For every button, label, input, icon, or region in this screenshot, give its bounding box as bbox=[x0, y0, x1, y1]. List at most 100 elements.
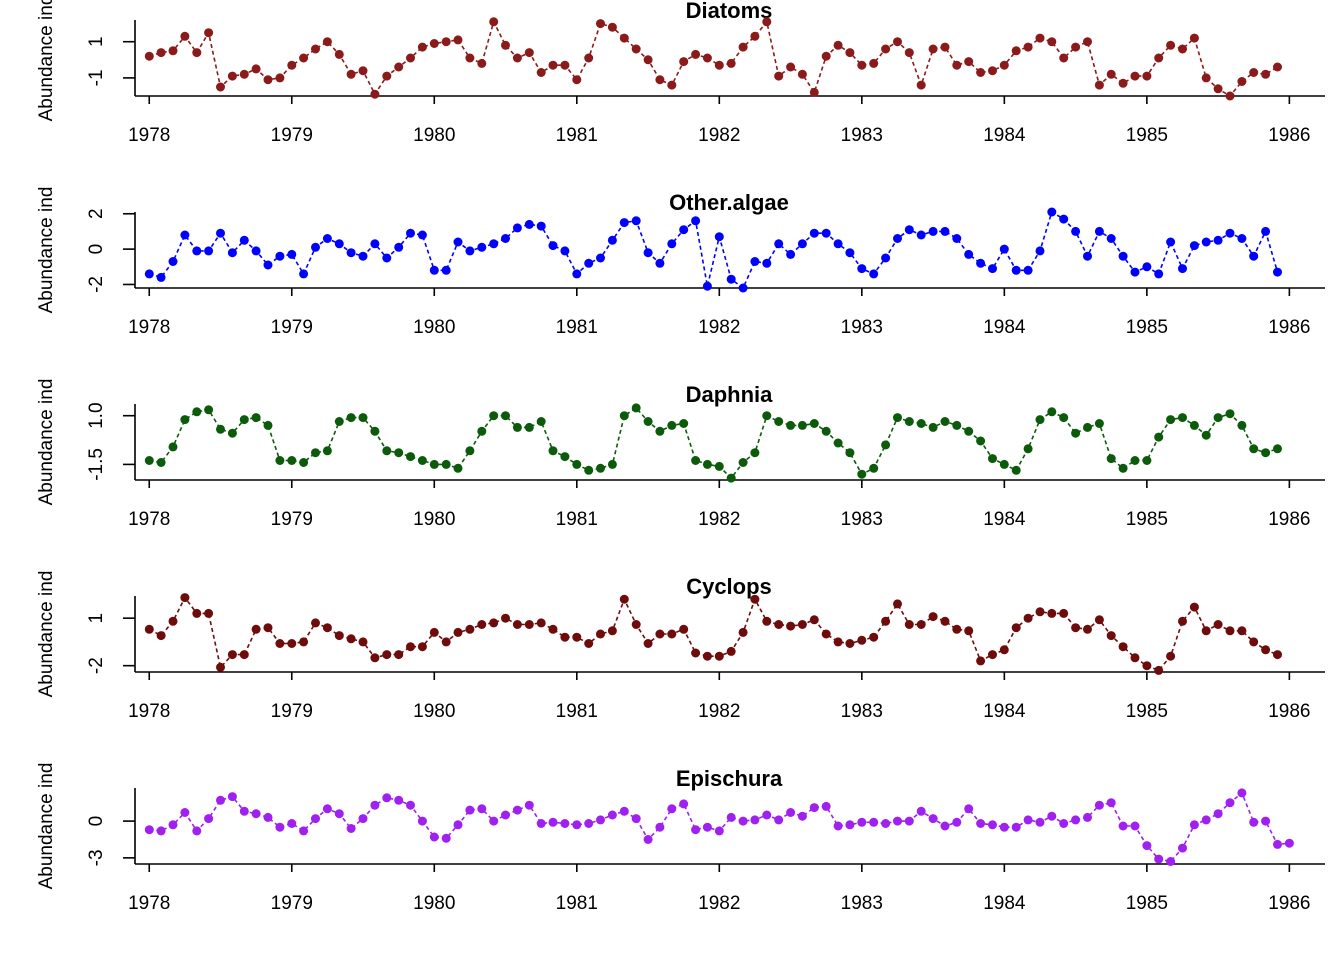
data-point-cyclops bbox=[1201, 626, 1211, 636]
data-point-cyclops bbox=[584, 639, 594, 648]
data-point-cyclops bbox=[952, 624, 962, 634]
data-point-diatoms bbox=[904, 48, 914, 58]
data-point-diatoms bbox=[797, 69, 807, 79]
data-point-daphnia bbox=[809, 419, 819, 428]
data-point-diatoms bbox=[1178, 44, 1187, 54]
data-point-other-algae bbox=[738, 283, 748, 293]
data-point-diatoms bbox=[881, 44, 891, 54]
data-point-daphnia bbox=[144, 456, 154, 465]
data-point-cyclops bbox=[334, 631, 344, 641]
data-point-daphnia bbox=[893, 413, 902, 423]
data-point-cyclops bbox=[750, 594, 760, 604]
data-point-epischura bbox=[904, 816, 914, 826]
data-point-daphnia bbox=[1213, 413, 1223, 423]
data-point-epischura bbox=[1035, 817, 1045, 827]
x-tick-label-cyclops: 1981 bbox=[556, 701, 598, 722]
data-point-daphnia bbox=[441, 459, 451, 469]
data-point-diatoms bbox=[1059, 53, 1069, 63]
data-point-diatoms bbox=[536, 68, 546, 77]
data-point-epischura bbox=[857, 817, 867, 827]
data-point-other-algae bbox=[477, 242, 487, 252]
data-point-cyclops bbox=[394, 650, 404, 660]
data-point-diatoms bbox=[1249, 68, 1259, 77]
data-point-diatoms bbox=[216, 82, 225, 92]
data-point-epischura bbox=[512, 805, 522, 815]
data-point-other-algae bbox=[299, 269, 309, 279]
data-point-other-algae bbox=[204, 246, 214, 256]
data-point-diatoms bbox=[1023, 42, 1033, 52]
data-point-cyclops bbox=[1106, 631, 1116, 641]
data-point-epischura bbox=[572, 820, 582, 830]
data-point-epischura bbox=[1237, 788, 1247, 798]
data-point-other-algae bbox=[180, 230, 190, 240]
data-point-cyclops bbox=[940, 616, 950, 626]
data-point-epischura bbox=[940, 821, 950, 831]
data-point-cyclops bbox=[1249, 637, 1259, 647]
data-point-diatoms bbox=[512, 53, 522, 63]
data-point-epischura bbox=[1166, 857, 1176, 866]
data-point-other-algae bbox=[1201, 237, 1211, 247]
data-point-other-algae bbox=[216, 228, 225, 238]
data-point-diatoms bbox=[465, 53, 475, 63]
data-point-cyclops bbox=[441, 637, 451, 647]
data-point-diatoms bbox=[1011, 46, 1021, 56]
data-point-other-algae bbox=[619, 218, 629, 228]
data-point-cyclops bbox=[821, 629, 831, 639]
panel-title-epischura: Epischura bbox=[676, 766, 783, 791]
data-point-diatoms bbox=[786, 62, 796, 72]
data-point-daphnia bbox=[1178, 413, 1187, 423]
data-point-epischura bbox=[679, 799, 689, 809]
x-tick-label-cyclops: 1982 bbox=[698, 701, 740, 722]
data-point-other-algae bbox=[453, 237, 463, 247]
data-point-daphnia bbox=[1071, 428, 1081, 438]
data-point-cyclops bbox=[1011, 623, 1021, 633]
data-point-other-algae bbox=[275, 251, 285, 261]
data-point-daphnia bbox=[489, 411, 499, 421]
x-tick-label-epischura: 1984 bbox=[983, 893, 1026, 914]
x-tick-label-epischura: 1986 bbox=[1268, 893, 1310, 914]
data-point-cyclops bbox=[655, 629, 665, 639]
data-point-cyclops bbox=[216, 662, 225, 672]
data-point-cyclops bbox=[560, 632, 570, 642]
data-point-diatoms bbox=[619, 33, 629, 43]
data-point-cyclops bbox=[964, 626, 974, 636]
data-point-cyclops bbox=[702, 651, 712, 661]
data-point-daphnia bbox=[1094, 419, 1104, 428]
data-point-other-algae bbox=[465, 246, 475, 256]
x-tick-label-epischura: 1981 bbox=[556, 893, 598, 914]
data-point-daphnia bbox=[845, 448, 855, 458]
data-point-other-algae bbox=[1118, 251, 1128, 261]
data-point-other-algae bbox=[311, 242, 320, 252]
data-point-daphnia bbox=[180, 415, 190, 425]
data-point-epischura bbox=[786, 808, 796, 817]
x-tick-label-other-algae: 1982 bbox=[698, 317, 740, 338]
data-point-epischura bbox=[453, 820, 463, 830]
x-tick-label-other-algae: 1981 bbox=[556, 317, 598, 338]
data-point-diatoms bbox=[287, 60, 297, 70]
data-point-other-algae bbox=[251, 246, 261, 256]
data-point-other-algae bbox=[370, 239, 380, 249]
data-point-cyclops bbox=[619, 594, 629, 604]
x-tick-label-diatoms: 1981 bbox=[556, 125, 598, 146]
data-point-diatoms bbox=[1094, 80, 1104, 90]
data-point-diatoms bbox=[714, 60, 724, 70]
data-point-daphnia bbox=[774, 417, 784, 426]
data-point-cyclops bbox=[643, 639, 653, 648]
data-point-other-algae bbox=[821, 228, 831, 238]
data-point-daphnia bbox=[524, 422, 534, 432]
data-point-diatoms bbox=[275, 73, 285, 83]
data-point-daphnia bbox=[406, 452, 415, 462]
data-point-epischura bbox=[596, 815, 605, 825]
x-tick-label-other-algae: 1980 bbox=[413, 317, 455, 338]
data-point-cyclops bbox=[370, 653, 380, 663]
data-point-diatoms bbox=[441, 37, 451, 47]
data-point-daphnia bbox=[227, 428, 237, 438]
y-tick-label-daphnia: -1.5 bbox=[86, 448, 107, 481]
data-point-daphnia bbox=[192, 407, 202, 417]
data-point-other-algae bbox=[358, 251, 368, 261]
data-point-daphnia bbox=[964, 426, 974, 436]
panel-epischura: Epischura Abundance ind 1978 1979 1980 1981… bbox=[36, 763, 1325, 914]
data-point-other-algae bbox=[382, 253, 392, 263]
data-point-diatoms bbox=[263, 75, 273, 85]
data-point-cyclops bbox=[833, 637, 843, 647]
